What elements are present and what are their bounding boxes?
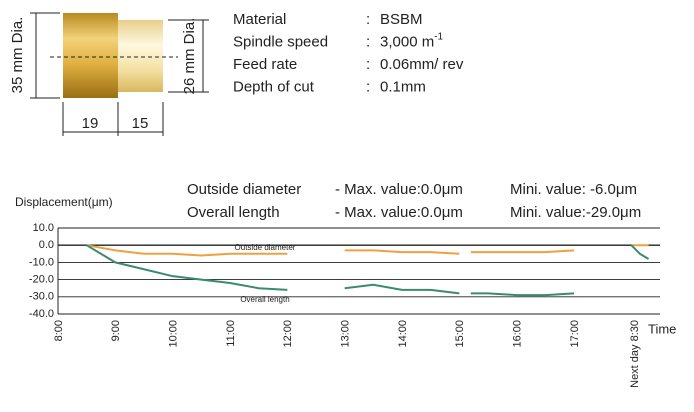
spec-separator: : bbox=[366, 78, 370, 95]
spec-separator: : bbox=[366, 33, 370, 50]
dimension-label: 15 bbox=[132, 115, 149, 132]
spec-label: Feed rate bbox=[233, 56, 297, 73]
x-tick-label: 14:00 bbox=[397, 320, 409, 348]
spec-label: Depth of cut bbox=[233, 78, 315, 95]
series-line bbox=[470, 292, 575, 297]
spec-label: Material bbox=[233, 11, 286, 28]
series-line bbox=[470, 249, 575, 254]
x-tick-label: 9:00 bbox=[110, 320, 122, 341]
series-line bbox=[630, 244, 650, 260]
x-tick-label: 15:00 bbox=[454, 320, 466, 348]
series-line bbox=[86, 244, 288, 291]
y-tick-label: 0.0 bbox=[39, 239, 54, 251]
legend-min: Mini. value: -6.0μm bbox=[510, 181, 637, 198]
x-tick-label: 13:00 bbox=[340, 320, 352, 348]
inline-label: Outside diameter bbox=[235, 243, 296, 252]
spec-separator: : bbox=[366, 11, 370, 28]
dimension-label: 19 bbox=[82, 115, 99, 132]
legend-label: Overall length bbox=[187, 204, 280, 221]
spec-value: 0.06mm/ rev bbox=[380, 56, 464, 73]
series-line bbox=[86, 244, 288, 257]
x-tick-label: 10:00 bbox=[168, 320, 180, 348]
spec-value: BSBM bbox=[380, 11, 423, 28]
legend-label: Outside diameter bbox=[187, 181, 301, 198]
spec-value: 0.1mm bbox=[380, 78, 426, 95]
x-tick-label: 11:00 bbox=[225, 320, 237, 347]
x-tick-label: 8:00 bbox=[53, 320, 65, 341]
y-tick-label: -20.0 bbox=[29, 274, 54, 286]
series-line bbox=[344, 249, 460, 255]
legend-max: - Max. value:0.0μm bbox=[335, 204, 463, 221]
x-tick-label: 16:00 bbox=[512, 320, 524, 348]
inline-label: Overall length bbox=[240, 295, 289, 304]
y-axis-title: Displacement(μm) bbox=[15, 195, 113, 209]
dimension-label: 26 mm Dia. bbox=[181, 18, 198, 95]
y-tick-label: -30.0 bbox=[29, 291, 54, 303]
y-tick-label: -40.0 bbox=[29, 308, 54, 320]
spec-label: Spindle speed bbox=[233, 33, 328, 50]
workpiece-diagram bbox=[30, 12, 209, 136]
spec-value: 3,000 m-1 bbox=[380, 31, 444, 50]
dimension-label: 35 mm Dia. bbox=[9, 17, 26, 94]
x-tick-label: 17:00 bbox=[569, 320, 581, 348]
y-tick-label: 10.0 bbox=[33, 222, 54, 234]
spec-separator: : bbox=[366, 56, 370, 73]
x-tick-label: 12:00 bbox=[282, 320, 294, 348]
series-line bbox=[344, 283, 460, 295]
superscript: -1 bbox=[434, 31, 443, 42]
legend-min: Mini. value:-29.0μm bbox=[510, 204, 641, 221]
chart: 10.0 0.0 -10.0 -20.0 -30.0 -40.08:00 9:00 10:00… bbox=[29, 222, 660, 388]
legend-max: - Max. value:0.0μm bbox=[335, 181, 463, 198]
x-tick-label: Next day 8:30 bbox=[629, 320, 641, 388]
y-tick-label: -10.0 bbox=[29, 256, 54, 268]
x-axis-title: Time bbox=[648, 321, 676, 336]
